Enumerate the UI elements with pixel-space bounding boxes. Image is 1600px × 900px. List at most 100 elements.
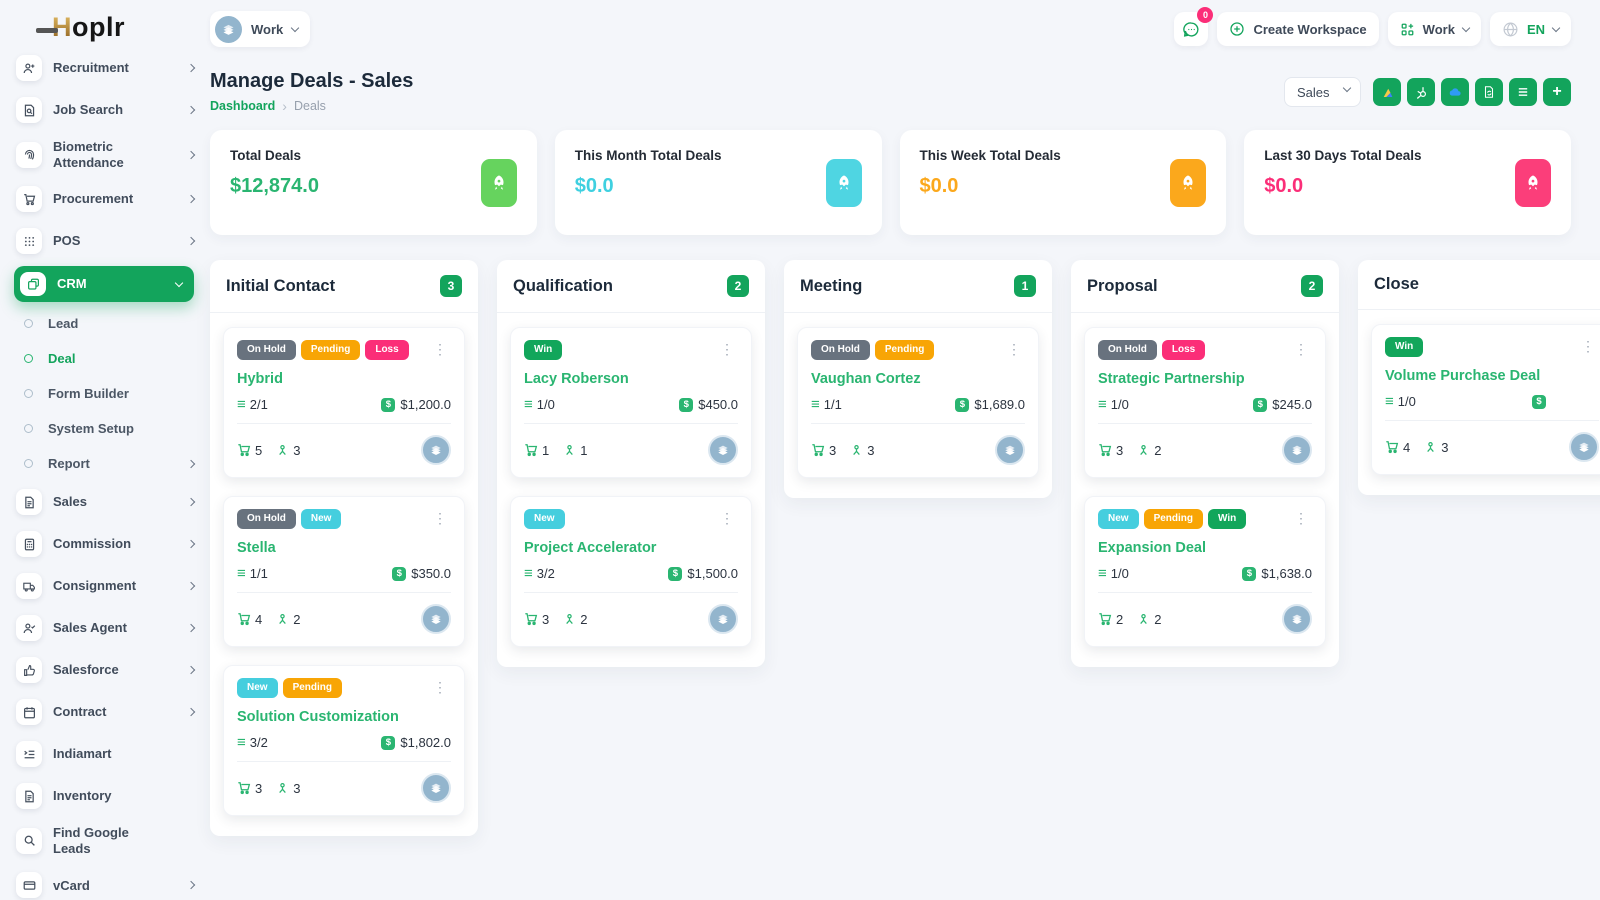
breadcrumb-dashboard-link[interactable]: Dashboard (210, 99, 276, 113)
sidebar-item-inventory[interactable]: Inventory (0, 775, 208, 817)
pipeline-select[interactable]: Sales (1284, 77, 1361, 107)
sidebar-item-find-google-leads[interactable]: Find Google Leads (0, 817, 208, 864)
kebab-menu-icon[interactable]: ⋮ (1007, 341, 1021, 357)
status-tag: Win (1385, 337, 1424, 357)
deal-title[interactable]: Volume Purchase Deal (1385, 368, 1541, 384)
topbar: Work 0 Create Workspace Work EN (210, 0, 1600, 50)
sidebar-item-biometric-attendance[interactable]: Biometric Attendance (0, 131, 208, 178)
main-content: Work 0 Create Workspace Work EN (208, 0, 1600, 900)
products-count: 1 (542, 442, 550, 458)
workspace-logo-avatar (421, 435, 451, 465)
tasks-count: 3/2 (536, 566, 555, 581)
money-icon: $ (668, 566, 683, 581)
tasks-icon: ≡ (1098, 396, 1107, 413)
chevron-right-icon (186, 105, 196, 115)
sidebar-item-procurement[interactable]: Procurement (0, 178, 208, 220)
products-count: 4 (255, 611, 263, 627)
sidebar-item-consignment[interactable]: Consignment (0, 565, 208, 607)
money-icon: $ (1242, 566, 1257, 581)
kebab-menu-icon[interactable]: ⋮ (720, 510, 734, 526)
column-header: Close (1358, 260, 1600, 310)
kebab-menu-icon[interactable]: ⋮ (720, 341, 734, 357)
deal-amount: $1,200.0 (400, 397, 451, 412)
kebab-menu-icon[interactable]: ⋮ (433, 679, 447, 695)
onedrive-sync-button[interactable] (1441, 78, 1469, 106)
deal-title[interactable]: Stella (237, 540, 276, 556)
plus-circle-icon (1230, 22, 1245, 36)
sidebar-subitem-lead[interactable]: Lead (0, 306, 208, 341)
deal-card[interactable]: On Hold Pending Loss ⋮ Hybrid ≡ 2/1 $ $1,2… (223, 327, 465, 478)
kebab-menu-icon[interactable]: ⋮ (433, 510, 447, 526)
deal-card[interactable]: New Pending Win ⋮ Expansion Deal ≡ 1/0 $ $… (1084, 496, 1326, 647)
deal-title[interactable]: Project Accelerator (524, 540, 657, 556)
sidebar-item-crm[interactable]: CRM (14, 266, 194, 303)
kebab-menu-icon[interactable]: ⋮ (1581, 338, 1595, 354)
deal-card[interactable]: On Hold Pending ⋮ Vaughan Cortez ≡ 1/1 $ $… (797, 327, 1039, 478)
sidebar-item-indiamart[interactable]: Indiamart (0, 733, 208, 775)
sidebar-item-contract[interactable]: Contract (0, 691, 208, 733)
deal-title[interactable]: Vaughan Cortez (811, 371, 921, 387)
members-icon (279, 444, 287, 455)
deal-card[interactable]: New Pending ⋮ Solution Customization ≡ 3/… (223, 665, 465, 816)
sidebar-subitem-report[interactable]: Report (0, 446, 208, 481)
sidebar-subitem-system-setup[interactable]: System Setup (0, 411, 208, 446)
sidebar-item-job-search[interactable]: Job Search (0, 89, 208, 131)
kanban-board: Initial Contact 3 On Hold Pending Loss ⋮… (210, 260, 1600, 836)
sidebar-item-commission[interactable]: Commission (0, 523, 208, 565)
workspace-logo-avatar (1282, 604, 1312, 634)
chevron-down-icon (1461, 23, 1471, 32)
tasks-icon: ≡ (1098, 565, 1107, 582)
sidebar-item-pos[interactable]: POS (0, 220, 208, 262)
google-drive-sync-button[interactable] (1373, 78, 1401, 106)
add-deal-button[interactable]: + (1543, 78, 1571, 106)
bullet-circle-icon (24, 459, 33, 469)
deal-title[interactable]: Strategic Partnership (1098, 371, 1245, 387)
workspace-switcher[interactable]: Work (210, 11, 311, 47)
sidebar-subitem-deal[interactable]: Deal (0, 341, 208, 376)
document-sync-button[interactable] (1475, 78, 1503, 106)
create-workspace-button[interactable]: Create Workspace (1217, 12, 1379, 46)
list-view-button[interactable] (1509, 78, 1537, 106)
globe-icon (1503, 22, 1518, 36)
chevron-right-icon (186, 236, 196, 246)
language-selector[interactable]: EN (1489, 12, 1571, 46)
deal-title[interactable]: Solution Customization (237, 709, 399, 725)
deal-card[interactable]: On Hold Loss ⋮ Strategic Partnership ≡ 1/… (1084, 327, 1326, 478)
sidebar: Hoplr Recruitment Job Search Biometric A… (0, 0, 208, 900)
members-icon (279, 782, 287, 793)
messages-button[interactable]: 0 (1174, 7, 1214, 46)
document-icon (16, 783, 42, 810)
hubspot-sync-button[interactable] (1407, 78, 1435, 106)
column-header: Meeting 1 (784, 260, 1052, 313)
deal-title[interactable]: Hybrid (237, 371, 283, 387)
sidebar-item-recruitment[interactable]: Recruitment (0, 47, 208, 89)
money-icon: $ (381, 397, 396, 412)
deal-card[interactable]: New ⋮ Project Accelerator ≡ 3/2 $ $1,500.0… (510, 496, 752, 647)
kebab-menu-icon[interactable]: ⋮ (1294, 510, 1308, 526)
user-plus-icon (16, 55, 42, 81)
deal-card[interactable]: On Hold New ⋮ Stella ≡ 1/1 $ $350.0 4 2 (223, 496, 465, 647)
sidebar-item-sales-agent[interactable]: Sales Agent (0, 607, 208, 649)
deal-count-badge: 3 (440, 275, 462, 297)
status-tag: On Hold (237, 509, 296, 529)
deal-title[interactable]: Expansion Deal (1098, 540, 1206, 556)
deal-card[interactable]: Win ⋮ Volume Purchase Deal ≡ 1/0 $ 4 3 (1371, 324, 1600, 475)
workspace-dropdown[interactable]: Work (1387, 12, 1481, 46)
chevron-right-icon (186, 194, 196, 204)
members-icon (1427, 441, 1435, 452)
sidebar-item-vcard[interactable]: vCard (0, 864, 208, 900)
sidebar-item-sales[interactable]: Sales (0, 481, 208, 523)
deal-amount: $1,638.0 (1261, 566, 1312, 581)
kebab-menu-icon[interactable]: ⋮ (1294, 341, 1308, 357)
deal-card[interactable]: Win ⋮ Lacy Roberson ≡ 1/0 $ $450.0 1 1 (510, 327, 752, 478)
tasks-count: 2/1 (249, 397, 268, 412)
products-cart-icon (238, 782, 251, 795)
deal-title[interactable]: Lacy Roberson (524, 371, 629, 387)
brand-logo[interactable]: Hoplr (0, 8, 208, 53)
stat-card-week-deals: This Week Total Deals $0.0 (899, 130, 1227, 235)
sidebar-item-salesforce[interactable]: Salesforce (0, 649, 208, 691)
tasks-icon: ≡ (524, 396, 533, 413)
sidebar-subitem-form-builder[interactable]: Form Builder (0, 376, 208, 411)
kanban-column-initial-contact: Initial Contact 3 On Hold Pending Loss ⋮… (210, 260, 478, 836)
kebab-menu-icon[interactable]: ⋮ (433, 341, 447, 357)
